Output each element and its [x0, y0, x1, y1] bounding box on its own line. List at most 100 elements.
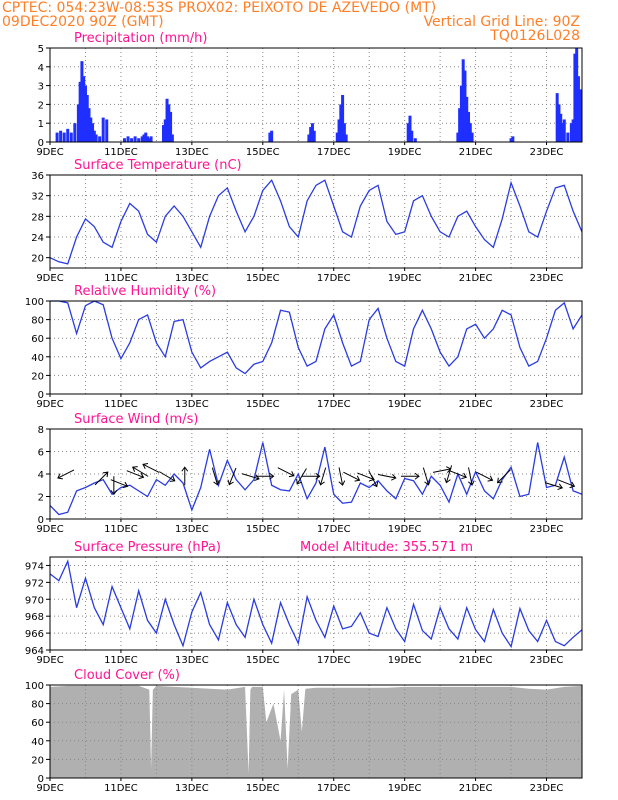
precip-bar — [578, 89, 582, 142]
wind-vector-head — [391, 473, 397, 481]
x-tick-label: 21DEC — [459, 783, 493, 794]
y-tick-label: 0 — [38, 138, 44, 149]
x-tick-label: 9DEC — [36, 273, 63, 284]
x-tick-label: 15DEC — [246, 783, 280, 794]
precip-bar — [339, 104, 343, 142]
x-tick-label: 23DEC — [530, 783, 564, 794]
wind-vector — [557, 479, 575, 487]
y-tick-label: 8 — [38, 425, 44, 436]
y-tick-label: 0 — [38, 774, 44, 785]
x-tick-label: 11DEC — [104, 783, 138, 794]
x-tick-label: 17DEC — [317, 655, 351, 666]
wind-vector — [110, 479, 128, 487]
wind-vector — [476, 471, 493, 481]
x-tick-label: 13DEC — [175, 655, 209, 666]
wind-vector — [320, 467, 327, 486]
x-tick-label: 19DEC — [388, 399, 422, 410]
precip-bar — [126, 136, 130, 142]
y-tick-label: 80 — [31, 316, 44, 327]
x-tick-label: 9DEC — [36, 655, 63, 666]
precip-bar — [73, 123, 77, 142]
precip-bar — [470, 132, 474, 142]
y-tick-label: 20 — [31, 371, 44, 382]
y-tick-label: 28 — [31, 212, 44, 223]
precip-bar — [163, 119, 167, 142]
y-tick-label: 966 — [25, 629, 44, 640]
precip-bar — [312, 130, 316, 142]
precip-bar — [562, 119, 566, 142]
wind-vector-head — [132, 466, 138, 472]
x-tick-label: 13DEC — [175, 147, 209, 158]
panel-frame — [49, 174, 583, 269]
y-tick-label: 3 — [38, 82, 44, 93]
x-tick-label: 15DEC — [246, 655, 280, 666]
y-tick-label: 5 — [38, 44, 44, 55]
x-tick-label: 21DEC — [459, 273, 493, 284]
precip-bar — [575, 48, 579, 142]
y-tick-label: 20 — [31, 254, 44, 265]
precip-bar — [335, 132, 339, 142]
y-tick-label: 60 — [31, 334, 44, 345]
precip-bar — [555, 93, 559, 142]
precip-bar — [91, 123, 95, 142]
precip-bar — [149, 136, 153, 142]
precip-bar — [459, 85, 463, 142]
y-tick-label: 964 — [25, 646, 44, 657]
header-line1: CPTEC: 054:23W-08:53S PROX02: PEIXOTO DE… — [2, 0, 437, 16]
x-tick-label: 21DEC — [459, 399, 493, 410]
precip-bar — [410, 130, 414, 142]
x-tick-label: 23DEC — [530, 273, 564, 284]
precip-bar — [413, 138, 417, 142]
wind-vector-head — [557, 483, 564, 491]
precip-bar — [566, 132, 570, 142]
y-tick-label: 968 — [25, 612, 44, 623]
precip-bar — [458, 108, 462, 142]
y-tick-label: 972 — [25, 578, 44, 589]
precip-bar — [142, 134, 146, 142]
x-tick-label: 17DEC — [317, 147, 351, 158]
x-tick-label: 11DEC — [104, 147, 138, 158]
x-tick-label: 15DEC — [246, 399, 280, 410]
wind-vector — [94, 471, 109, 486]
wind-vector — [422, 467, 430, 486]
precip-bar — [342, 123, 346, 142]
precip-bar — [80, 61, 84, 142]
wind-vector-head — [296, 478, 303, 485]
wind-vector-head — [315, 472, 321, 480]
precip-bar — [94, 134, 98, 142]
panel-frame — [49, 684, 583, 779]
wind-vector-head — [181, 466, 189, 472]
precip-bar — [344, 134, 348, 142]
wind-vector — [132, 466, 149, 477]
wind-vector-head — [497, 477, 503, 484]
x-tick-label: 19DEC — [388, 147, 422, 158]
wind-vector-head — [444, 477, 451, 484]
wind-vector — [338, 467, 344, 486]
panel-title: Relative Humidity (%) — [74, 284, 216, 299]
precip-bar — [76, 104, 80, 142]
wind-vector — [228, 467, 237, 485]
x-tick-label: 23DEC — [530, 524, 564, 535]
y-tick-label: 40 — [31, 737, 44, 748]
wind-vector-head — [142, 462, 149, 470]
y-tick-label: 80 — [31, 700, 44, 711]
precip-bar — [140, 136, 144, 142]
wind-vector — [277, 467, 295, 477]
x-tick-label: 9DEC — [36, 399, 63, 410]
panel-frame — [49, 47, 583, 143]
precip-bar — [573, 53, 577, 142]
precip-bar — [268, 132, 272, 142]
x-tick-label: 13DEC — [175, 399, 209, 410]
wind-vector-head — [138, 472, 145, 480]
header-date: 09DEC2020 90Z (GMT) — [2, 14, 164, 30]
x-tick-label: 17DEC — [317, 524, 351, 535]
x-tick-label: 15DEC — [246, 273, 280, 284]
wind-vector-head — [338, 480, 346, 486]
panel-title: Cloud Cover (%) — [74, 668, 180, 683]
x-tick-label: 19DEC — [388, 273, 422, 284]
x-tick-label: 15DEC — [246, 147, 280, 158]
y-tick-label: 20 — [31, 755, 44, 766]
y-tick-label: 0 — [38, 515, 44, 526]
wind-vector-head — [288, 471, 295, 478]
y-tick-label: 32 — [31, 192, 44, 203]
